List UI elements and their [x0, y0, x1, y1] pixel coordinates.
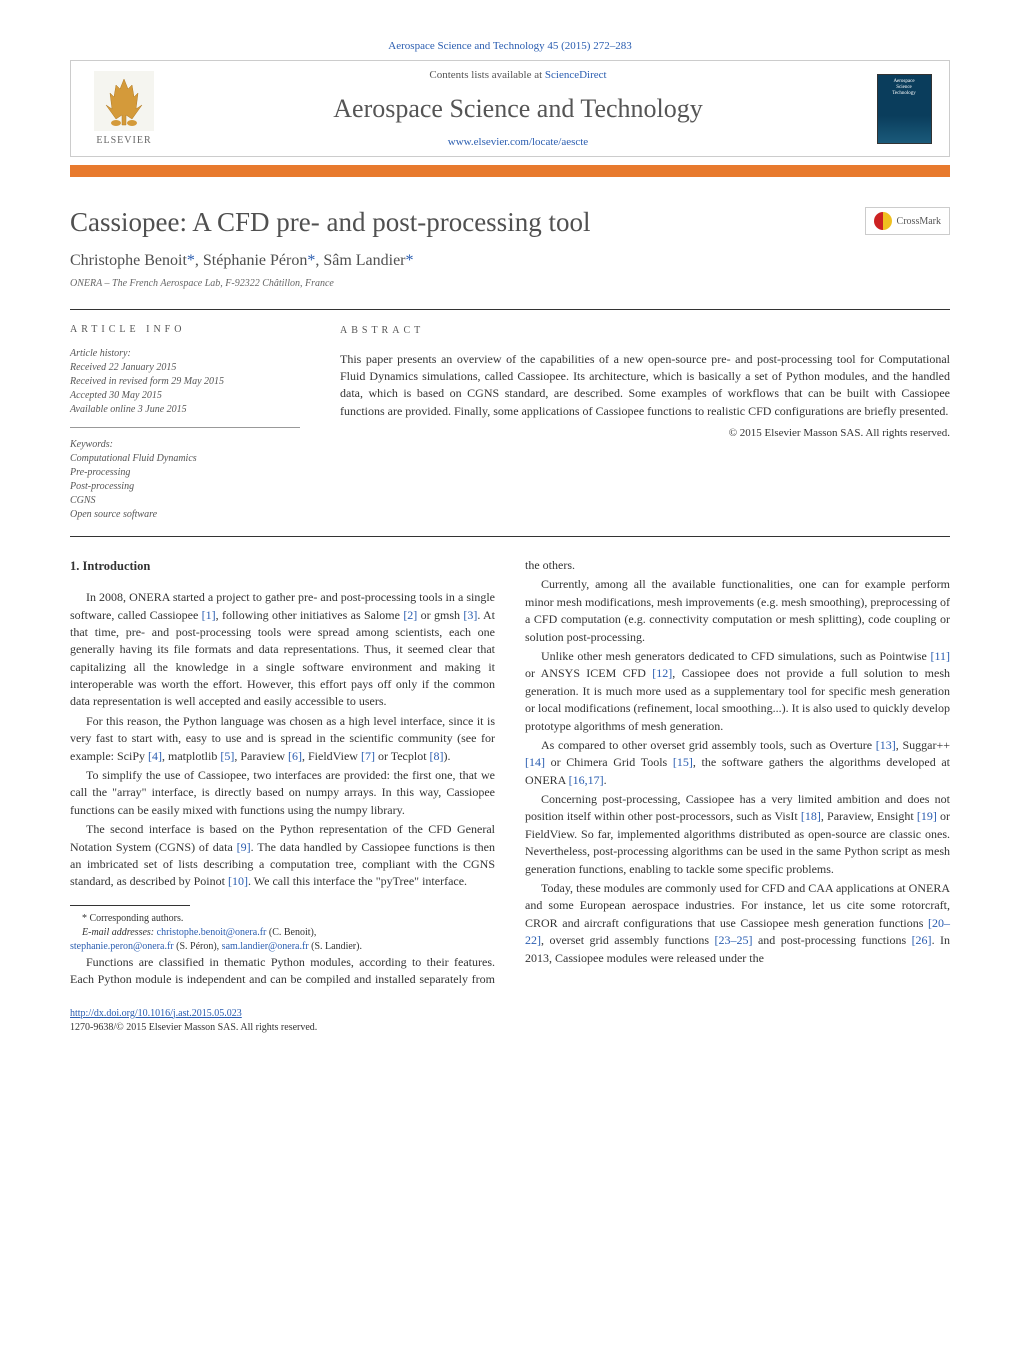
- page-root: Aerospace Science and Technology 45 (201…: [0, 0, 1020, 1065]
- history-received: Received 22 January 2015: [70, 361, 300, 375]
- author-2: Stéphanie Péron: [203, 252, 307, 269]
- para-8: As compared to other overset grid assemb…: [525, 737, 950, 789]
- journal-homepage-link[interactable]: www.elsevier.com/locate/aescte: [448, 136, 588, 148]
- keyword-4: CGNS: [70, 494, 300, 508]
- para-3: To simplify the use of Cassiopee, two in…: [70, 767, 495, 819]
- ref-19[interactable]: [19]: [917, 809, 937, 823]
- authors-line: Christophe Benoit*, Stéphanie Péron*, Sâ…: [70, 252, 950, 270]
- divider-bottom: [70, 536, 950, 537]
- ref-1[interactable]: [1]: [202, 608, 216, 622]
- author-3: Sâm Landier: [323, 252, 405, 269]
- doi-link[interactable]: http://dx.doi.org/10.1016/j.ast.2015.05.…: [70, 1008, 242, 1019]
- para-10: Today, these modules are commonly used f…: [525, 880, 950, 967]
- affiliation: ONERA – The French Aerospace Lab, F-9232…: [70, 278, 950, 289]
- publisher-name: ELSEVIER: [96, 135, 151, 146]
- accent-bar: [70, 165, 950, 177]
- sciencedirect-link[interactable]: ScienceDirect: [545, 69, 607, 81]
- para-4: The second interface is based on the Pyt…: [70, 821, 495, 891]
- crossmark-badge[interactable]: CrossMark: [865, 207, 950, 235]
- footnote-block: * Corresponding authors. E-mail addresse…: [70, 905, 495, 954]
- footnote-separator: [70, 905, 190, 906]
- keyword-3: Post-processing: [70, 480, 300, 494]
- article-info-heading: article info: [70, 324, 300, 335]
- crossmark-label: CrossMark: [897, 216, 941, 227]
- issn-copyright: 1270-9638/© 2015 Elsevier Masson SAS. Al…: [70, 1022, 317, 1033]
- journal-name: Aerospace Science and Technology: [333, 94, 703, 124]
- ref-16-17[interactable]: [16,17]: [569, 773, 604, 787]
- article-info-column: article info Article history: Received 2…: [70, 324, 300, 522]
- journal-cover-block: Aerospace Science Technology: [859, 61, 949, 156]
- history-revised: Received in revised form 29 May 2015: [70, 375, 300, 389]
- body-two-columns: 1. Introduction In 2008, ONERA started a…: [70, 557, 950, 989]
- citation-line: Aerospace Science and Technology 45 (201…: [70, 40, 950, 52]
- email-2[interactable]: stephanie.peron@onera.fr: [70, 941, 174, 952]
- author-1-mark: *: [187, 252, 195, 269]
- cover-line-3: Technology: [892, 91, 916, 97]
- footnotes: * Corresponding authors. E-mail addresse…: [70, 912, 495, 954]
- email-3[interactable]: sam.landier@onera.fr: [222, 941, 309, 952]
- elsevier-tree-icon: [94, 71, 154, 131]
- keyword-1: Computational Fluid Dynamics: [70, 452, 300, 466]
- author-1: Christophe Benoit: [70, 252, 187, 269]
- ref-8[interactable]: [8]: [430, 749, 444, 763]
- contents-available-line: Contents lists available at ScienceDirec…: [429, 69, 606, 81]
- keywords-label: Keywords:: [70, 438, 300, 452]
- ref-15[interactable]: [15]: [673, 755, 693, 769]
- ref-14[interactable]: [14]: [525, 755, 545, 769]
- intro-heading: 1. Introduction: [70, 557, 495, 575]
- keyword-2: Pre-processing: [70, 466, 300, 480]
- abstract-heading: abstract: [340, 324, 950, 339]
- title-row: Cassiopee: A CFD pre- and post-processin…: [70, 207, 950, 252]
- ref-23-25[interactable]: [23–25]: [715, 933, 753, 947]
- ref-9[interactable]: [9]: [237, 840, 251, 854]
- ref-26[interactable]: [26]: [912, 933, 932, 947]
- ref-6[interactable]: [6]: [288, 749, 302, 763]
- ref-12[interactable]: [12]: [652, 666, 672, 680]
- doi-block: http://dx.doi.org/10.1016/j.ast.2015.05.…: [70, 1007, 950, 1035]
- keyword-5: Open source software: [70, 508, 300, 522]
- contents-prefix: Contents lists available at: [429, 69, 544, 81]
- crossmark-icon: [874, 212, 892, 230]
- publisher-logo-block: ELSEVIER: [71, 61, 177, 156]
- journal-cover-thumbnail: Aerospace Science Technology: [877, 74, 932, 144]
- history-online: Available online 3 June 2015: [70, 403, 300, 417]
- keywords-block: Keywords: Computational Fluid Dynamics P…: [70, 438, 300, 522]
- email-1[interactable]: christophe.benoit@onera.fr: [157, 927, 267, 938]
- abstract-column: abstract This paper presents an overview…: [340, 324, 950, 522]
- journal-header: ELSEVIER Contents lists available at Sci…: [70, 60, 950, 157]
- history-accepted: Accepted 30 May 2015: [70, 389, 300, 403]
- ref-7[interactable]: [7]: [361, 749, 375, 763]
- email-line: E-mail addresses: christophe.benoit@oner…: [70, 926, 495, 954]
- ref-4[interactable]: [4]: [148, 749, 162, 763]
- abstract-text: This paper presents an overview of the c…: [340, 351, 950, 421]
- para-2: For this reason, the Python language was…: [70, 713, 495, 765]
- article-history: Article history: Received 22 January 201…: [70, 347, 300, 428]
- ref-13[interactable]: [13]: [876, 738, 896, 752]
- para-7: Unlike other mesh generators dedicated t…: [525, 648, 950, 735]
- para-6: Currently, among all the available funct…: [525, 576, 950, 646]
- ref-10[interactable]: [10]: [228, 874, 248, 888]
- ref-18[interactable]: [18]: [801, 809, 821, 823]
- history-label: Article history:: [70, 347, 300, 361]
- ref-3[interactable]: [3]: [463, 608, 477, 622]
- ref-5[interactable]: [5]: [220, 749, 234, 763]
- corresponding-note: * Corresponding authors.: [70, 912, 495, 926]
- ref-2[interactable]: [2]: [403, 608, 417, 622]
- info-abstract-row: article info Article history: Received 2…: [70, 310, 950, 536]
- author-2-mark: *: [307, 252, 315, 269]
- header-center: Contents lists available at ScienceDirec…: [177, 61, 859, 156]
- author-3-mark: *: [406, 252, 414, 269]
- ref-11[interactable]: [11]: [930, 649, 950, 663]
- para-9: Concerning post-processing, Cassiopee ha…: [525, 791, 950, 878]
- para-1: In 2008, ONERA started a project to gath…: [70, 589, 495, 711]
- article-title: Cassiopee: A CFD pre- and post-processin…: [70, 207, 590, 238]
- abstract-copyright: © 2015 Elsevier Masson SAS. All rights r…: [340, 426, 950, 442]
